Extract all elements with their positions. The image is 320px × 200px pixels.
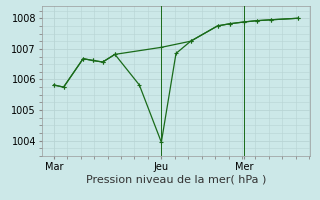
X-axis label: Pression niveau de la mer( hPa ): Pression niveau de la mer( hPa )	[86, 174, 266, 184]
